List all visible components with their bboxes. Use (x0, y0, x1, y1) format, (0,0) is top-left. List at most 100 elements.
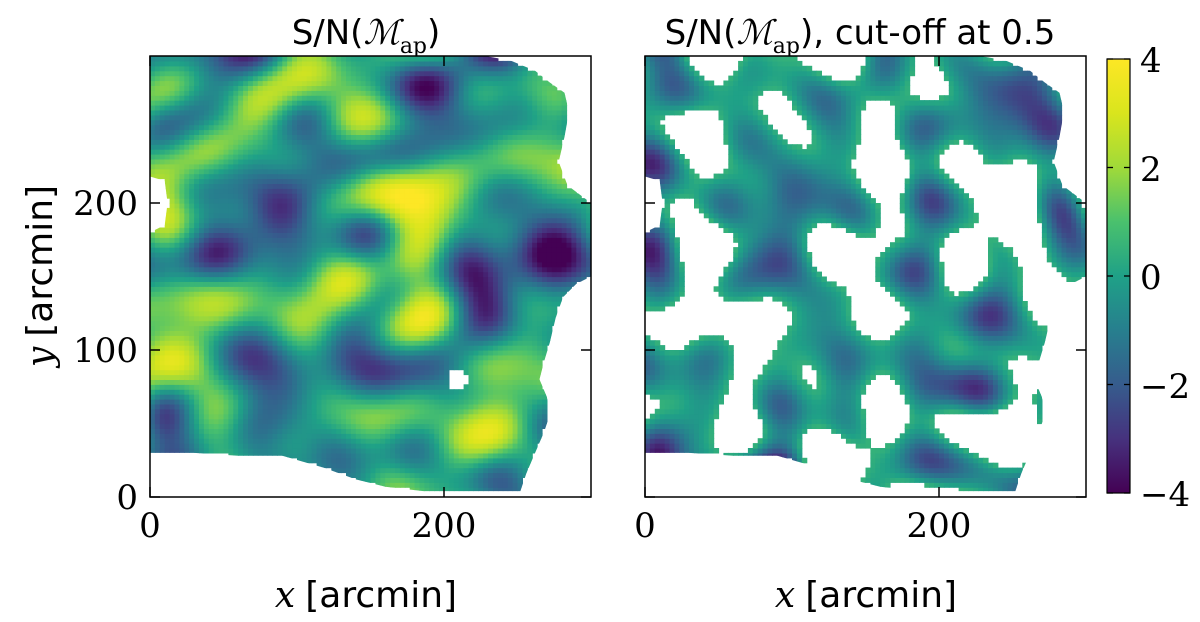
heatmap-cell (355, 173, 362, 180)
heatmap-cell (429, 261, 435, 268)
heatmap-cell (399, 320, 406, 327)
heatmap-cell (189, 266, 195, 273)
heatmap-cell (169, 384, 176, 390)
heatmap-cell (301, 242, 308, 248)
heatmap-cell (350, 154, 357, 160)
heatmap-cell (399, 443, 406, 449)
heatmap-cell (213, 320, 220, 327)
heatmap-cell (189, 276, 195, 282)
heatmap-cell (336, 256, 342, 263)
heatmap-cell (159, 428, 166, 434)
heatmap-cell (390, 291, 396, 297)
heatmap-cell (208, 105, 215, 111)
heatmap-cell (404, 232, 411, 238)
heatmap-cell (189, 320, 195, 327)
heatmap-cell (365, 105, 372, 111)
heatmap-cell (341, 242, 347, 248)
heatmap-cell (414, 369, 421, 376)
heatmap-cell (380, 70, 386, 77)
heatmap-cell (282, 315, 288, 322)
heatmap-cell (399, 315, 406, 322)
heatmap-cell (164, 310, 171, 317)
heatmap-cell (341, 119, 347, 126)
heatmap-cell (306, 384, 313, 390)
heatmap-cell (199, 296, 205, 302)
heatmap-cell (341, 379, 347, 385)
heatmap-cell (346, 247, 352, 253)
heatmap-cell (336, 261, 342, 268)
heatmap-cell (316, 291, 323, 297)
heatmap-cell (301, 330, 308, 336)
heatmap-cell (326, 139, 332, 145)
heatmap-cell (297, 423, 303, 429)
heatmap-cell (243, 60, 249, 67)
heatmap-cell (179, 320, 185, 327)
heatmap-cell (326, 345, 332, 351)
heatmap-cell (341, 330, 347, 336)
heatmap-cell (164, 70, 171, 77)
heatmap-cell (346, 114, 352, 121)
heatmap-cell (424, 325, 430, 331)
heatmap-cell (370, 256, 376, 263)
heatmap-cell (228, 212, 234, 219)
heatmap-cell (341, 403, 347, 410)
heatmap-cell (262, 320, 269, 327)
heatmap-cell (316, 60, 323, 67)
heatmap-cell (404, 433, 411, 439)
heatmap-cell (360, 149, 367, 155)
heatmap-cell (179, 70, 185, 77)
heatmap-cell (301, 261, 308, 268)
heatmap-cell (287, 438, 293, 444)
heatmap-cell (238, 359, 244, 366)
heatmap-cell (159, 423, 166, 429)
heatmap-cell (336, 124, 342, 131)
heatmap-cell (306, 85, 313, 91)
heatmap-cell (257, 301, 264, 307)
heatmap-cell (199, 212, 205, 219)
heatmap-cell (316, 320, 323, 327)
heatmap-cell (282, 56, 288, 62)
heatmap-cell (301, 403, 308, 410)
heatmap-cell (311, 286, 318, 292)
heatmap-cell (194, 320, 200, 327)
heatmap-cell (194, 65, 200, 72)
heatmap-cell (292, 105, 298, 111)
heatmap-cell (424, 105, 430, 111)
heatmap-cell (292, 325, 298, 331)
heatmap-cell (404, 158, 411, 165)
heatmap-cell (243, 413, 249, 420)
heatmap-cell (301, 149, 308, 155)
heatmap-cell (243, 212, 249, 219)
heatmap-cell (414, 212, 421, 219)
heatmap-cell (223, 85, 229, 91)
heatmap-cell (213, 340, 220, 346)
heatmap-cell (272, 65, 278, 72)
heatmap-cell (252, 85, 259, 91)
heatmap-cell (169, 227, 176, 233)
heatmap-cell (287, 281, 293, 287)
heatmap-cell (439, 374, 445, 380)
heatmap-cell (228, 423, 234, 429)
heatmap-cell (248, 291, 254, 297)
heatmap-cell (341, 310, 347, 317)
heatmap-cell (267, 70, 274, 77)
heatmap-cell (360, 369, 367, 376)
heatmap-cell (223, 428, 229, 434)
heatmap-cell (238, 428, 244, 434)
heatmap-cell (414, 154, 421, 160)
heatmap-cell (218, 252, 225, 258)
heatmap-cell (409, 134, 416, 140)
heatmap-cell (179, 301, 185, 307)
heatmap-cell (282, 168, 288, 175)
heatmap-cell (169, 403, 176, 410)
heatmap-cell (203, 95, 210, 101)
heatmap-cell (370, 286, 376, 292)
heatmap-cell (350, 301, 357, 307)
heatmap-cell (194, 134, 200, 140)
heatmap-cell (326, 237, 332, 243)
heatmap-cell (213, 247, 220, 253)
heatmap-cell (233, 413, 239, 420)
heatmap-cell (409, 345, 416, 351)
heatmap-cell (262, 119, 269, 126)
heatmap-cell (301, 119, 308, 126)
